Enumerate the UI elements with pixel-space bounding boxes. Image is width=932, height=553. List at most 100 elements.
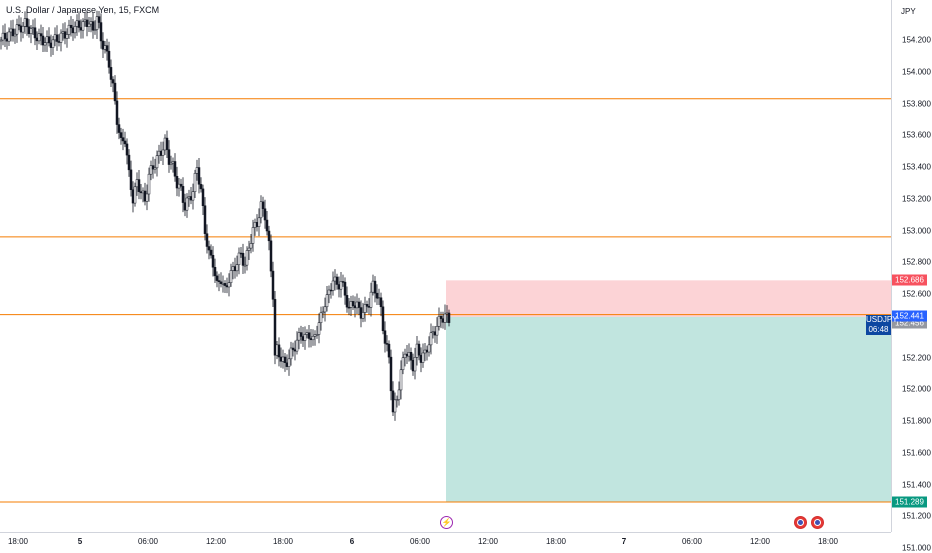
candle-body xyxy=(369,291,373,308)
candle xyxy=(327,285,331,304)
candle-body xyxy=(127,154,131,171)
candle xyxy=(175,166,179,197)
candle-body xyxy=(53,34,57,41)
candle xyxy=(119,127,123,145)
candle-body xyxy=(239,252,243,255)
candle-body xyxy=(349,301,353,308)
candle-body xyxy=(63,31,67,39)
candle-body xyxy=(395,399,399,401)
candle xyxy=(325,285,329,312)
candle xyxy=(381,300,385,335)
candle xyxy=(297,327,301,350)
candle-body xyxy=(299,332,303,337)
candle-body xyxy=(277,344,281,358)
candle-body xyxy=(109,67,113,80)
candle xyxy=(37,28,41,45)
candle-body xyxy=(235,264,239,272)
candle-body xyxy=(89,21,93,25)
candle xyxy=(197,158,201,194)
candle-body xyxy=(407,352,411,357)
price-tick-label: 151.000 xyxy=(902,543,931,553)
candle xyxy=(129,160,133,197)
candle xyxy=(227,273,231,297)
time-tick-label: 6 xyxy=(349,537,355,546)
candle-body xyxy=(275,344,279,356)
candle-body xyxy=(305,332,309,335)
candle xyxy=(77,11,81,33)
candle-body xyxy=(17,24,21,27)
candle-body xyxy=(445,312,449,315)
us-flag-event-icon[interactable] xyxy=(811,516,824,529)
candle-body xyxy=(213,267,217,277)
candle xyxy=(143,182,147,206)
candle xyxy=(3,23,7,47)
candle xyxy=(59,29,63,52)
candle-body xyxy=(169,162,173,165)
price-tick-label: 153.400 xyxy=(902,162,931,172)
candle xyxy=(135,172,139,196)
stop-loss-zone[interactable] xyxy=(446,280,891,317)
us-flag-event-icon[interactable] xyxy=(794,516,807,529)
last-price-tag: 152.441 xyxy=(892,310,927,322)
candle xyxy=(303,326,307,350)
candle-body xyxy=(47,36,51,44)
lightning-event-icon[interactable]: ⚡ xyxy=(440,516,453,529)
candle xyxy=(413,347,417,380)
candle xyxy=(87,16,91,33)
candle xyxy=(347,298,351,316)
candle-body xyxy=(303,334,307,341)
candle-body xyxy=(429,332,433,346)
candle-body xyxy=(341,281,345,283)
candle-body xyxy=(161,149,165,156)
candle xyxy=(257,208,261,237)
time-tick-label: 18:00 xyxy=(545,537,567,546)
candle xyxy=(345,286,349,313)
price-chart[interactable] xyxy=(0,0,891,532)
candle xyxy=(301,327,305,347)
candle-body xyxy=(251,227,255,244)
currency-button[interactable]: JPY xyxy=(901,7,916,16)
candle xyxy=(299,325,303,344)
candle-body xyxy=(325,294,329,308)
candle xyxy=(203,197,207,241)
candle-body xyxy=(167,149,171,165)
candle xyxy=(337,276,341,298)
candle-body xyxy=(61,31,65,34)
candle-body xyxy=(103,45,107,50)
candle xyxy=(215,271,219,288)
candle-body xyxy=(137,179,141,192)
candle xyxy=(235,255,239,277)
candle xyxy=(283,353,287,372)
candle xyxy=(97,11,101,29)
candle xyxy=(425,345,429,361)
price-axis[interactable]: JPY 154.200 154.000 153.800 153.600 153.400 1… xyxy=(891,0,932,553)
take-profit-zone[interactable] xyxy=(446,316,891,503)
candle xyxy=(391,381,395,416)
candle-body xyxy=(321,311,325,314)
candle xyxy=(0,36,3,50)
candle-body xyxy=(447,312,451,323)
candle xyxy=(349,295,353,316)
candle xyxy=(253,218,257,236)
candle xyxy=(219,272,223,288)
candle xyxy=(387,340,391,364)
candle xyxy=(379,292,383,317)
candle xyxy=(117,117,121,140)
candle-body xyxy=(57,41,61,43)
time-tick-label: 18:00 xyxy=(817,537,839,546)
time-axis[interactable]: 18:00 5 06:00 12:00 18:00 6 06:00 12:00 18:00 7 06… xyxy=(0,532,891,551)
candle-body xyxy=(177,183,181,189)
candle-body xyxy=(315,334,319,336)
candle-body xyxy=(145,193,149,202)
candle xyxy=(319,306,323,331)
candle xyxy=(125,138,129,165)
candle-body xyxy=(189,196,193,201)
candle xyxy=(153,158,157,174)
price-tick-label: 154.000 xyxy=(902,67,931,77)
candle xyxy=(165,130,169,158)
candle-body xyxy=(419,354,423,363)
chart-title[interactable]: U.S. Dollar / Japanese Yen, 15, FXCM xyxy=(6,5,160,15)
candle xyxy=(409,347,413,370)
candle xyxy=(173,153,177,182)
